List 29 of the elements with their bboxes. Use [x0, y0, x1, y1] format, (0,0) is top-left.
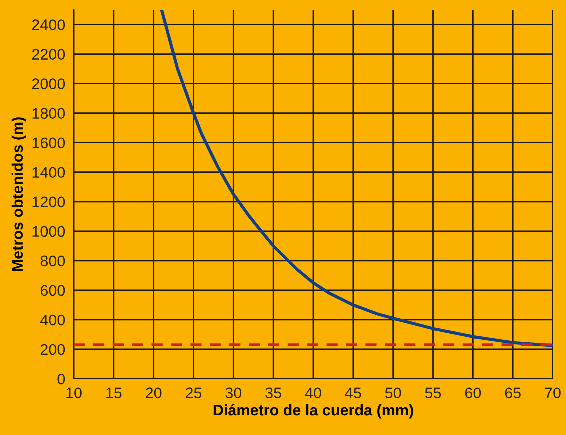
- y-tick-label: 2200: [32, 49, 66, 60]
- y-tick-label: 1000: [32, 226, 66, 238]
- x-tick-label: 70: [545, 388, 561, 399]
- x-tick-label: 25: [186, 388, 202, 399]
- y-tick-label: 800: [40, 256, 66, 267]
- y-tick-label: 200: [40, 344, 66, 356]
- x-tick-label: 50: [385, 388, 402, 399]
- y-tick-label: 2000: [32, 78, 66, 90]
- y-tick-label: 400: [40, 314, 66, 326]
- y-tick-label: 1400: [32, 167, 66, 178]
- x-tick-label: 40: [305, 388, 322, 399]
- y-tick-label: 1200: [32, 196, 66, 208]
- line-series: [160, 10, 553, 348]
- x-tick-label: 55: [425, 388, 442, 399]
- y-tick-label: 600: [40, 285, 66, 296]
- x-tick-label: 15: [106, 388, 122, 399]
- x-tick-label: 10: [66, 388, 82, 399]
- x-tick-label: 60: [465, 388, 482, 399]
- y-tick-label: 2400: [32, 20, 66, 30]
- x-tick-label: 30: [226, 388, 242, 399]
- y-axis-title: Metros obtenidos (m): [12, 118, 26, 272]
- x-axis-title: Diámetro de la cuerda (mm): [214, 404, 414, 419]
- x-tick-label: 20: [146, 388, 162, 399]
- y-tick-label: 0: [58, 374, 66, 385]
- x-tick-label: 35: [266, 388, 282, 399]
- y-tick-label: 1800: [32, 108, 66, 120]
- x-tick-label: 45: [345, 388, 362, 399]
- y-tick-label: 1600: [32, 138, 66, 149]
- x-tick-label: 65: [505, 388, 521, 399]
